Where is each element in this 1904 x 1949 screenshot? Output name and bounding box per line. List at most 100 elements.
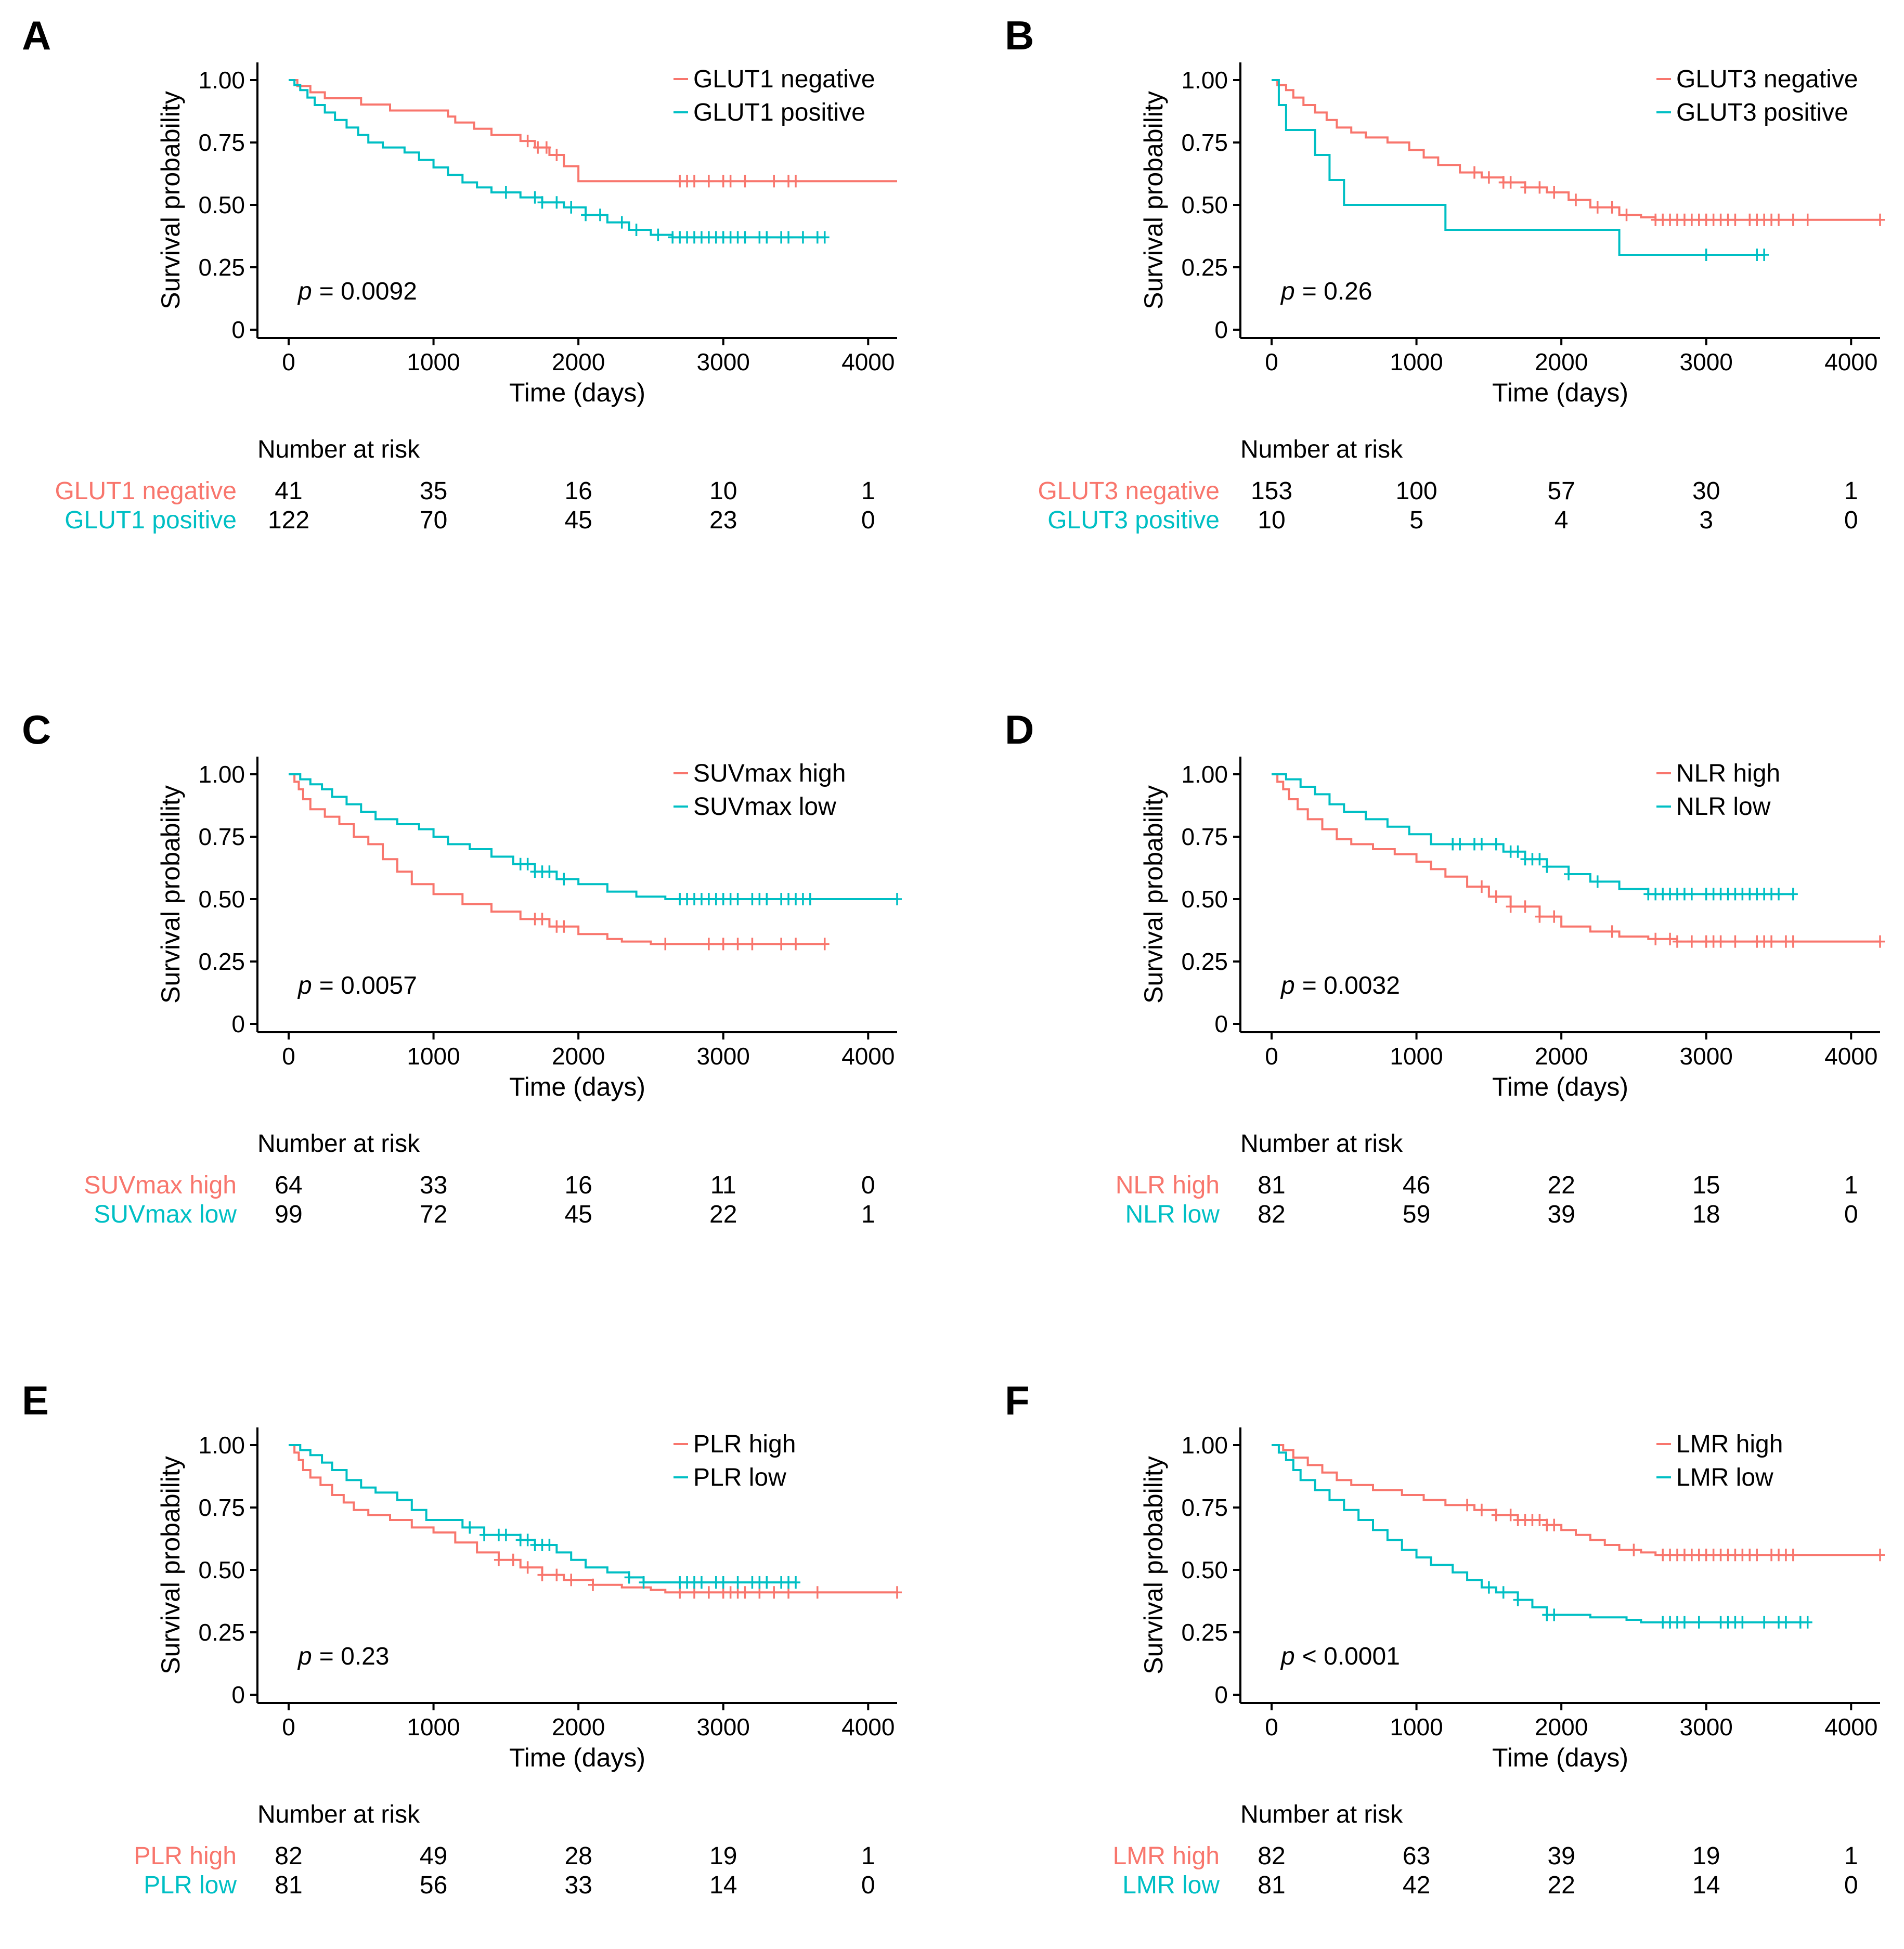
legend-label-0: LMR high: [1676, 1431, 1783, 1458]
panel-letter: C: [22, 707, 51, 752]
censor-mark: [494, 1553, 503, 1566]
risk-count: 82: [1258, 1201, 1285, 1228]
censor-mark: [1535, 181, 1545, 194]
censor-mark: [1875, 213, 1885, 226]
censor-mark: [639, 1576, 649, 1589]
censor-mark: [1730, 213, 1740, 226]
p-value-text: = 0.0092: [319, 278, 417, 305]
risk-count: 22: [1547, 1172, 1575, 1199]
p-symbol: p: [297, 278, 312, 305]
risk-count: 81: [275, 1872, 302, 1899]
x-tick-label: 2000: [1535, 348, 1588, 375]
censor-mark: [1520, 900, 1530, 913]
p-value: p = 0.0032: [1280, 972, 1400, 999]
censor-mark: [805, 893, 815, 905]
censor-mark: [1498, 1586, 1508, 1599]
censor-mark: [1759, 1616, 1769, 1629]
risk-row-label-1: NLR low: [1125, 1201, 1220, 1228]
risk-count: 4: [1555, 506, 1569, 534]
censor-mark: [537, 196, 547, 209]
censor-mark: [1774, 213, 1783, 226]
risk-count: 39: [1547, 1201, 1575, 1228]
panel-b: B00.250.500.751.000 1000 2000 3000 4000Time …: [1005, 12, 1885, 534]
y-axis-label: Survival probability: [156, 1456, 185, 1674]
x-tick-label: 4000: [841, 348, 895, 375]
y-tick-label: 0.25: [198, 948, 245, 975]
y-tick-label: 0.25: [198, 1619, 245, 1646]
risk-count: 1: [861, 1842, 875, 1870]
risk-count: 10: [1258, 506, 1285, 534]
y-tick-label: 0.25: [1181, 1619, 1228, 1646]
panel-letter: A: [22, 12, 51, 58]
y-tick-label: 0: [231, 1681, 245, 1708]
x-tick-label: 3000: [697, 1713, 750, 1740]
risk-count: 1: [861, 1201, 875, 1228]
risk-table-title: Number at risk: [257, 436, 420, 463]
censor-mark: [740, 1586, 750, 1599]
censor-mark: [1542, 860, 1552, 873]
p-value: p = 0.0057: [297, 972, 417, 999]
panel-letter: B: [1005, 12, 1034, 58]
p-value-text: = 0.26: [1302, 278, 1372, 305]
censor-mark: [769, 175, 779, 188]
risk-count: 3: [1699, 506, 1713, 534]
p-value: p = 0.23: [297, 1643, 390, 1670]
legend-label-0: NLR high: [1676, 760, 1780, 787]
x-tick-label: 2000: [1535, 1713, 1588, 1740]
p-value-text: = 0.0032: [1302, 972, 1400, 999]
censor-mark: [1476, 838, 1486, 851]
legend-label-1: PLR low: [693, 1464, 786, 1491]
censor-mark: [545, 1539, 554, 1551]
censor-mark: [1607, 925, 1617, 938]
legend-label-1: LMR low: [1676, 1464, 1773, 1491]
censor-mark: [1687, 888, 1696, 901]
risk-count: 42: [1403, 1872, 1430, 1899]
p-symbol: p: [1280, 972, 1295, 999]
y-tick-label: 0: [231, 1010, 245, 1037]
censor-mark: [660, 938, 670, 951]
censor-mark: [1687, 935, 1696, 948]
censor-mark: [1520, 181, 1530, 194]
censor-mark: [892, 893, 902, 905]
risk-count: 0: [861, 506, 875, 534]
y-tick-label: 1.00: [198, 761, 245, 788]
censor-mark: [1759, 249, 1769, 261]
censor-mark: [769, 1586, 779, 1599]
y-tick-label: 1.00: [1181, 1432, 1228, 1459]
risk-count: 100: [1396, 477, 1437, 505]
x-tick-label: 3000: [697, 348, 750, 375]
y-tick-label: 0.75: [1181, 129, 1228, 156]
censor-mark: [501, 186, 511, 199]
censor-mark: [566, 201, 576, 214]
risk-count: 0: [861, 1172, 875, 1199]
x-tick-label: 0: [282, 348, 295, 375]
censor-mark: [1491, 890, 1501, 903]
risk-count: 0: [1844, 1201, 1858, 1228]
censor-mark: [747, 938, 757, 951]
y-axis-label: Survival probability: [156, 785, 185, 1004]
risk-count: 19: [709, 1842, 737, 1870]
y-tick-label: 0: [231, 316, 245, 343]
y-tick-label: 0.75: [1181, 1494, 1228, 1521]
x-tick-label: 2000: [552, 1713, 605, 1740]
censor-mark: [718, 938, 728, 951]
risk-count: 33: [420, 1172, 447, 1199]
y-tick-label: 1.00: [198, 1432, 245, 1459]
risk-row-label-1: LMR low: [1122, 1872, 1220, 1899]
y-tick-label: 0.75: [198, 823, 245, 850]
x-tick-label: 0: [282, 1713, 295, 1740]
censor-mark: [523, 857, 533, 870]
x-tick-label: 3000: [697, 1043, 750, 1070]
survival-curve-0: [1272, 1444, 1880, 1556]
y-axis-label: Survival probability: [156, 91, 185, 309]
censor-mark: [1716, 935, 1726, 948]
censor-mark: [1470, 166, 1479, 179]
legend-label-1: GLUT3 positive: [1676, 99, 1848, 126]
risk-count: 99: [275, 1201, 302, 1228]
risk-row-label-0: PLR high: [134, 1842, 237, 1870]
censor-mark: [1875, 935, 1885, 948]
y-tick-label: 0.25: [1181, 948, 1228, 975]
risk-count: 0: [861, 1872, 875, 1899]
y-tick-label: 0.25: [198, 254, 245, 281]
censor-mark: [1592, 201, 1602, 214]
